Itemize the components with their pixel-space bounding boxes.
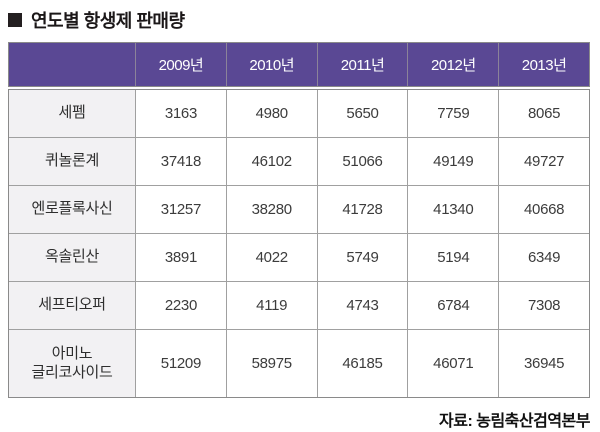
value-cell: 36945 bbox=[499, 330, 589, 397]
value-cell: 5749 bbox=[317, 234, 408, 281]
square-bullet-icon bbox=[8, 13, 22, 27]
value-cell: 51066 bbox=[317, 138, 408, 185]
value-cell: 8065 bbox=[499, 90, 589, 137]
value-cell: 4743 bbox=[317, 282, 408, 329]
value-cell: 40668 bbox=[499, 186, 589, 233]
value-cell: 6784 bbox=[408, 282, 499, 329]
value-cell: 37418 bbox=[136, 138, 226, 185]
row-label: 퀴놀론계 bbox=[9, 138, 135, 185]
value-cell: 51209 bbox=[136, 330, 226, 397]
table-body: 세펨 3163 4980 5650 7759 8065 퀴놀론계 37418 46102 5106… bbox=[8, 89, 590, 398]
source-note: 자료: 농림축산검역본부 bbox=[439, 413, 590, 430]
row-label: 아미노 글리코사이드 bbox=[9, 330, 135, 397]
page-title: 연도별 항생제 판매량 bbox=[8, 7, 592, 33]
row-label: 엔로플록사신 bbox=[9, 186, 135, 233]
row-label: 옥솔린산 bbox=[9, 234, 135, 281]
value-cell: 4119 bbox=[226, 282, 317, 329]
value-cell: 49727 bbox=[499, 138, 589, 185]
header-cell-year: 2011년 bbox=[317, 43, 408, 86]
page-title-text: 연도별 항생제 판매량 bbox=[31, 11, 185, 31]
row-label: 세펨 bbox=[9, 90, 135, 137]
value-cell: 4022 bbox=[226, 234, 317, 281]
value-cell: 41728 bbox=[317, 186, 408, 233]
value-cell: 31257 bbox=[136, 186, 226, 233]
header-cell-blank bbox=[9, 43, 135, 86]
value-cell: 58975 bbox=[226, 330, 317, 397]
value-cell: 6349 bbox=[499, 234, 589, 281]
table-header-row: 2009년 2010년 2011년 2012년 2013년 bbox=[8, 42, 590, 87]
value-cell: 3891 bbox=[136, 234, 226, 281]
header-cell-year: 2009년 bbox=[136, 43, 226, 86]
value-cell: 49149 bbox=[408, 138, 499, 185]
value-cell: 38280 bbox=[226, 186, 317, 233]
value-cell: 4980 bbox=[226, 90, 317, 137]
header-cell-year: 2010년 bbox=[226, 43, 317, 86]
value-cell: 7759 bbox=[408, 90, 499, 137]
header-cell-year: 2012년 bbox=[408, 43, 499, 86]
row-label: 세프티오퍼 bbox=[9, 282, 135, 329]
value-cell: 41340 bbox=[408, 186, 499, 233]
value-cell: 46102 bbox=[226, 138, 317, 185]
value-cell: 7308 bbox=[499, 282, 589, 329]
value-cell: 3163 bbox=[136, 90, 226, 137]
value-cell: 5650 bbox=[317, 90, 408, 137]
antibiotic-sales-table: 2009년 2010년 2011년 2012년 2013년 세펨 3163 4980 5650… bbox=[8, 42, 590, 398]
value-cell: 46185 bbox=[317, 330, 408, 397]
header-cell-year: 2013년 bbox=[499, 43, 589, 86]
value-cell: 46071 bbox=[408, 330, 499, 397]
value-cell: 5194 bbox=[408, 234, 499, 281]
value-cell: 2230 bbox=[136, 282, 226, 329]
